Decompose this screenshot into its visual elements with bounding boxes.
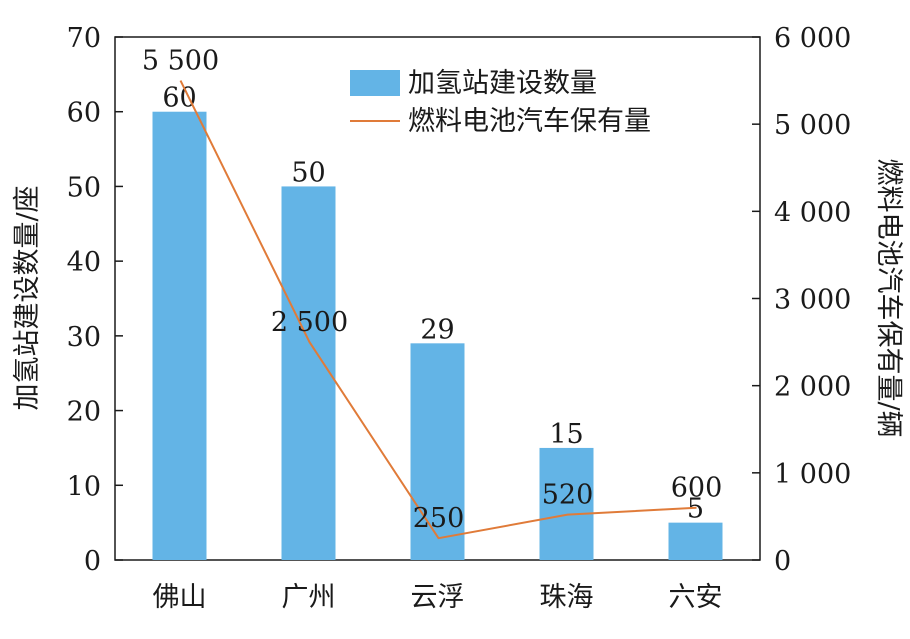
bar-value-label: 50 bbox=[291, 157, 325, 188]
line-value-label: 2 500 bbox=[271, 307, 348, 338]
line-value-label: 520 bbox=[542, 480, 594, 511]
right-axis: 0 1 000 2 000 3 000 4 000 5 000 6 000 bbox=[752, 23, 851, 577]
right-axis-title: 燃料电池汽车保有量/辆 bbox=[873, 158, 904, 437]
right-tick-label: 5 000 bbox=[774, 110, 851, 141]
left-tick-label: 10 bbox=[67, 471, 101, 502]
left-tick-label: 20 bbox=[67, 397, 101, 428]
left-tick-label: 50 bbox=[67, 172, 101, 203]
left-axis-title: 加氢站建设数量/座 bbox=[12, 185, 43, 410]
legend: 加氢站建设数量 燃料电池汽车保有量 bbox=[350, 68, 651, 137]
right-tick-label: 6 000 bbox=[774, 23, 851, 54]
line-value-label: 5 500 bbox=[142, 46, 219, 77]
left-tick-label: 40 bbox=[67, 247, 101, 278]
right-tick-label: 1 000 bbox=[774, 459, 851, 490]
x-tick-label: 珠海 bbox=[540, 582, 594, 613]
right-tick-label: 0 bbox=[774, 546, 791, 577]
x-tick-label: 广州 bbox=[282, 582, 336, 613]
right-tick-label: 3 000 bbox=[774, 285, 851, 316]
x-tick-label: 六安 bbox=[669, 582, 723, 613]
bar bbox=[153, 112, 207, 560]
legend-label-bars: 加氢站建设数量 bbox=[408, 68, 597, 99]
legend-swatch-bars bbox=[350, 70, 400, 96]
left-tick-label: 30 bbox=[67, 322, 101, 353]
x-axis: 佛山 广州 云浮 珠海 六安 bbox=[153, 582, 723, 613]
bar-value-label: 15 bbox=[549, 419, 583, 450]
bar bbox=[669, 523, 723, 560]
left-tick-label: 70 bbox=[67, 23, 101, 54]
x-tick-label: 云浮 bbox=[411, 582, 465, 613]
right-tick-label: 4 000 bbox=[774, 197, 851, 228]
left-tick-label: 60 bbox=[67, 98, 101, 129]
legend-label-line: 燃料电池汽车保有量 bbox=[408, 106, 651, 137]
line-value-label: 600 bbox=[671, 473, 723, 504]
bar-value-label: 60 bbox=[162, 83, 196, 114]
right-tick-label: 2 000 bbox=[774, 372, 851, 403]
x-tick-label: 佛山 bbox=[153, 582, 207, 613]
bar-value-label: 29 bbox=[420, 314, 454, 345]
line-value-label: 250 bbox=[413, 503, 465, 534]
bar bbox=[282, 186, 336, 560]
left-tick-label: 0 bbox=[84, 546, 101, 577]
